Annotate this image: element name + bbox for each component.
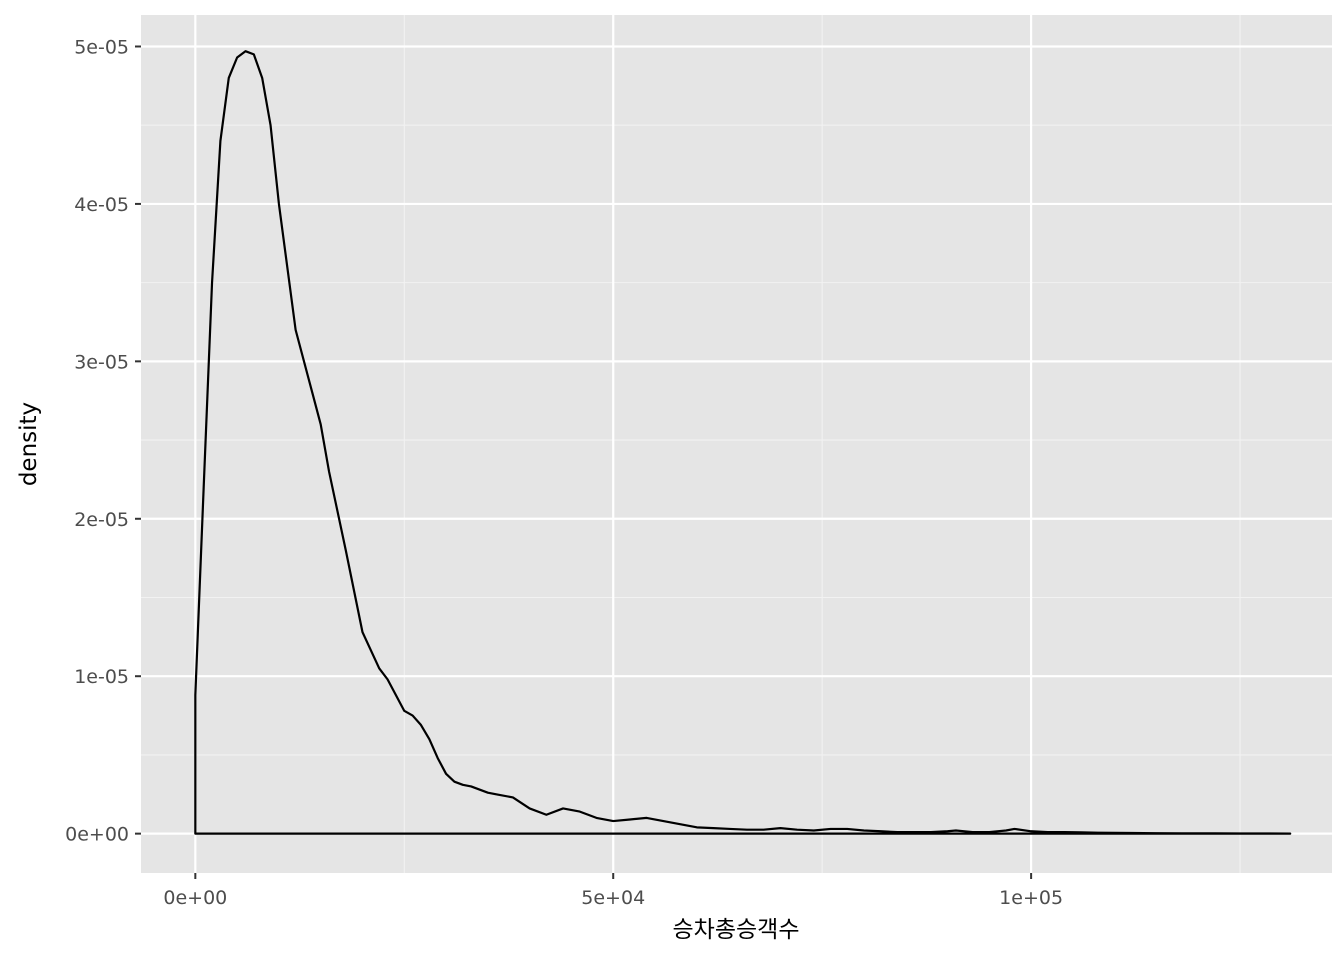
x-tick-label: 1e+05 bbox=[999, 887, 1063, 909]
axis-labels: 0e+00 5e+04 1e+05 0e+00 1e-05 2e-05 3e-05 4e-05… bbox=[65, 36, 1063, 909]
y-tick-label: 1e-05 bbox=[74, 666, 129, 688]
y-tick-label: 2e-05 bbox=[74, 509, 129, 531]
plot-panel bbox=[141, 15, 1332, 873]
y-tick-label: 4e-05 bbox=[74, 194, 129, 216]
x-axis-title: 승차총승객수 bbox=[673, 917, 800, 943]
y-axis-title: density bbox=[16, 402, 42, 486]
x-tick-label: 0e+00 bbox=[163, 887, 227, 909]
y-tick-label: 0e+00 bbox=[65, 824, 129, 846]
series-layer bbox=[194, 50, 1292, 835]
x-tick-label: 5e+04 bbox=[581, 887, 645, 909]
y-tick-label: 5e-05 bbox=[74, 36, 129, 58]
y-tick-label: 3e-05 bbox=[74, 351, 129, 373]
axis-ticks bbox=[135, 45, 1033, 879]
grid-minor bbox=[141, 15, 1332, 873]
density-line-series-0 bbox=[194, 50, 1292, 835]
